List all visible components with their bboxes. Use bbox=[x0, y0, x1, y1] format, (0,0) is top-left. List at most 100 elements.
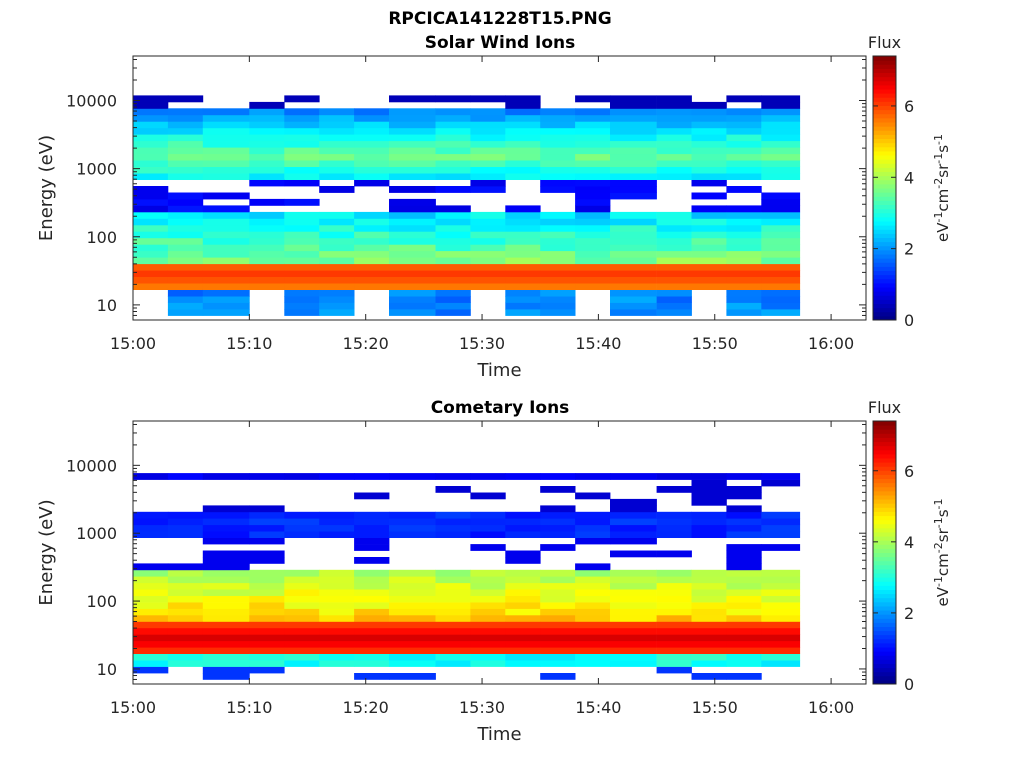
heatmap-cell bbox=[610, 608, 657, 616]
heatmap-cell bbox=[656, 166, 692, 174]
heatmap-cell bbox=[610, 647, 657, 654]
heatmap-cell bbox=[470, 160, 506, 167]
heatmap-cell bbox=[610, 589, 657, 596]
heatmap-cell bbox=[435, 250, 471, 258]
colorbar-segment bbox=[873, 675, 896, 681]
heatmap-cell bbox=[540, 582, 576, 590]
heatmap-cell bbox=[133, 127, 169, 135]
heatmap-cell bbox=[319, 302, 355, 310]
heatmap-cell bbox=[470, 244, 506, 252]
heatmap-cell bbox=[319, 276, 355, 284]
heatmap-cell bbox=[133, 589, 169, 596]
heatmap-cell bbox=[319, 615, 355, 622]
heatmap-cell bbox=[761, 244, 801, 252]
heatmap-cell bbox=[656, 147, 692, 155]
colorbar-segment bbox=[873, 585, 896, 590]
colorbar-segment bbox=[873, 462, 896, 467]
heatmap-cell bbox=[319, 257, 355, 265]
colorbar-segment bbox=[873, 605, 896, 611]
heatmap-cell bbox=[470, 179, 506, 187]
heatmap-cell bbox=[202, 518, 250, 526]
heatmap-cell bbox=[656, 473, 692, 480]
heatmap-cell bbox=[167, 524, 204, 532]
heatmap-cell bbox=[202, 250, 250, 258]
heatmap-cell bbox=[389, 95, 436, 103]
heatmap-cell bbox=[761, 479, 801, 487]
x-tick-label: 15:50 bbox=[692, 334, 738, 353]
heatmap-cell bbox=[319, 582, 355, 590]
colorbar-segment bbox=[873, 89, 896, 94]
heatmap-cell bbox=[610, 257, 657, 265]
heatmap-cell bbox=[470, 511, 506, 519]
heatmap-cell bbox=[610, 140, 657, 148]
heatmap-cell bbox=[167, 582, 204, 590]
heatmap-cell bbox=[167, 244, 204, 252]
heatmap-cell bbox=[435, 289, 471, 297]
x-tick-label: 15:30 bbox=[459, 334, 505, 353]
heatmap-cell bbox=[656, 283, 692, 290]
heatmap-cell bbox=[319, 250, 355, 258]
heatmap-cell bbox=[249, 283, 285, 290]
colorbar-segment bbox=[873, 470, 896, 475]
colorbar-segment bbox=[873, 311, 896, 317]
heatmap-cell bbox=[540, 218, 576, 226]
heatmap-cell bbox=[575, 218, 611, 226]
heatmap-cell bbox=[610, 505, 657, 513]
heatmap-cell bbox=[575, 634, 611, 642]
heatmap-cell bbox=[610, 550, 657, 558]
colorbar-segment bbox=[873, 138, 896, 144]
colorbar-segment bbox=[873, 597, 896, 603]
colorbar-segment bbox=[873, 307, 896, 313]
heatmap-cell bbox=[354, 660, 390, 667]
heatmap-cell bbox=[354, 224, 390, 232]
heatmap-cell bbox=[389, 263, 436, 271]
heatmap-cell bbox=[575, 244, 611, 252]
y-tick-label: 10000 bbox=[66, 456, 117, 475]
heatmap-cell bbox=[470, 653, 506, 661]
heatmap-cell bbox=[691, 479, 727, 487]
heatmap-cell bbox=[435, 147, 471, 155]
heatmap-cell bbox=[726, 653, 762, 661]
heatmap-cell bbox=[610, 192, 657, 200]
heatmap-cell bbox=[435, 114, 471, 122]
heatmap-cell bbox=[505, 173, 541, 180]
heatmap-cell bbox=[133, 595, 169, 603]
heatmap-cell bbox=[656, 101, 692, 109]
heatmap-cell bbox=[354, 576, 390, 584]
heatmap-cell bbox=[540, 653, 576, 661]
heatmap-cell bbox=[726, 140, 762, 148]
heatmap-cell bbox=[610, 218, 657, 226]
heatmap-cell bbox=[656, 224, 692, 232]
heatmap-cell bbox=[505, 615, 541, 622]
colorbar-segment bbox=[873, 655, 896, 660]
heatmap-cell bbox=[284, 134, 320, 142]
heatmap-cell bbox=[249, 640, 285, 648]
heatmap-cell bbox=[133, 640, 169, 648]
heatmap-cell bbox=[389, 153, 436, 161]
heatmap-cell bbox=[249, 257, 285, 265]
heatmap-cell bbox=[249, 647, 285, 654]
heatmap-cell bbox=[540, 186, 576, 193]
colorbar-tick-label: 2 bbox=[904, 604, 914, 623]
heatmap-cell bbox=[284, 173, 320, 180]
colorbar-segment bbox=[873, 634, 896, 640]
heatmap-cell bbox=[319, 211, 355, 219]
heatmap-cell bbox=[389, 302, 436, 310]
heatmap-cell bbox=[505, 557, 541, 564]
colorbar-segment bbox=[873, 196, 896, 201]
heatmap-cell bbox=[249, 634, 285, 642]
heatmap-cell bbox=[726, 569, 762, 577]
heatmap-cell bbox=[505, 621, 541, 629]
heatmap-cell bbox=[691, 224, 727, 232]
heatmap-cell bbox=[505, 101, 541, 109]
heatmap-cell bbox=[319, 602, 355, 609]
heatmap-cell bbox=[656, 627, 692, 635]
heatmap-cell bbox=[202, 582, 250, 590]
heatmap-cell bbox=[389, 186, 436, 193]
heatmap-cell bbox=[435, 589, 471, 596]
heatmap-cell bbox=[133, 647, 169, 654]
colorbar-segment bbox=[873, 200, 896, 206]
heatmap-cell bbox=[505, 524, 541, 532]
heatmap-cell bbox=[470, 257, 506, 265]
heatmap-cell bbox=[167, 595, 204, 603]
